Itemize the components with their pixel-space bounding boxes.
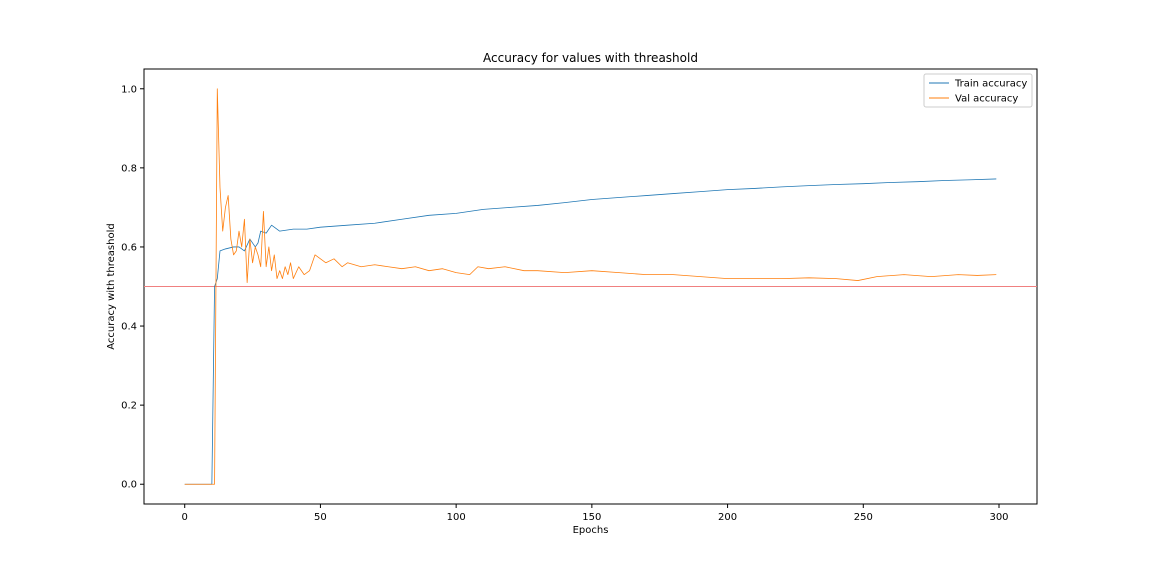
y-tick-label: 0.2 bbox=[121, 401, 137, 412]
y-tick-label: 0.0 bbox=[121, 480, 137, 491]
y-tick-label: 1.0 bbox=[121, 84, 137, 95]
series-line-train bbox=[184, 178, 997, 485]
y-tick-label: 0.8 bbox=[121, 163, 137, 174]
x-tick-label: 300 bbox=[989, 512, 1008, 523]
x-tick-label: 150 bbox=[582, 512, 601, 523]
chart-title: Accuracy for values with threashold bbox=[483, 51, 698, 65]
series-line-val bbox=[184, 88, 997, 485]
y-tick-label: 0.4 bbox=[121, 322, 137, 333]
y-tick-label: 0.6 bbox=[121, 242, 137, 253]
legend-box bbox=[923, 73, 1033, 108]
x-tick-label: 250 bbox=[854, 512, 873, 523]
x-tick-label: 50 bbox=[314, 512, 327, 523]
legend-label-val: Val accuracy bbox=[955, 94, 1018, 105]
y-axis-label: Accuracy with threashold bbox=[106, 223, 117, 349]
x-tick-label: 0 bbox=[182, 512, 188, 523]
legend: Train accuracy Val accuracy bbox=[923, 73, 1033, 108]
legend-label-train: Train accuracy bbox=[954, 79, 1027, 90]
x-tick-label: 100 bbox=[447, 512, 466, 523]
x-axis-label: Epochs bbox=[573, 525, 609, 536]
x-tick-label: 200 bbox=[718, 512, 737, 523]
